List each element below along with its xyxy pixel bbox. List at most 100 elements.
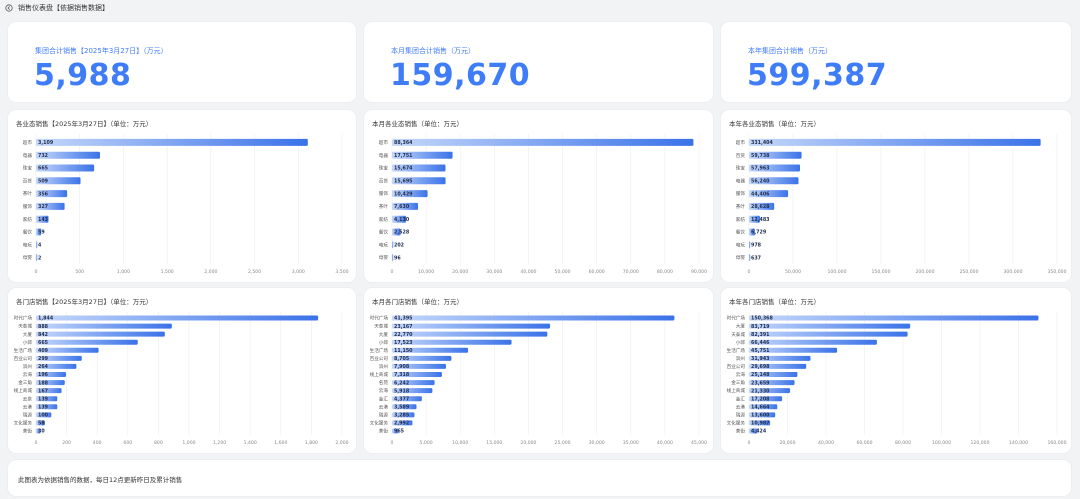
x-tick-label: 0 [35, 440, 38, 446]
back-icon[interactable] [4, 3, 14, 13]
bar[interactable] [749, 215, 760, 223]
category-label: 餐饮 [736, 229, 746, 236]
bar[interactable] [36, 151, 100, 159]
data-label: 139 [38, 404, 49, 410]
category-label: 生活广场 [727, 347, 746, 354]
chart-card-month-store: 本月各门店销售（单位：万元） 0 5,000 10,000 15,000 20,000 2… [364, 288, 713, 453]
category-label: 百业公司 [727, 363, 746, 370]
bar[interactable] [392, 228, 401, 236]
bar[interactable] [392, 190, 428, 198]
bar[interactable] [392, 323, 551, 329]
bar[interactable] [749, 228, 755, 236]
chart-title: 本月各门店销售（单位：万元） [372, 298, 463, 306]
bar[interactable] [36, 428, 41, 434]
format-year-chart: 0 50,000 100,000 150,000 200,000 250,000 300,0… [736, 134, 1067, 275]
bar[interactable] [749, 202, 775, 210]
bar[interactable] [749, 420, 771, 426]
bar[interactable] [392, 315, 675, 321]
bar[interactable] [392, 339, 512, 345]
category-label: 线上商城 [727, 387, 746, 394]
bar[interactable] [392, 347, 469, 353]
bar[interactable] [749, 363, 807, 369]
bar[interactable] [749, 323, 911, 329]
bar[interactable] [36, 404, 58, 410]
bar[interactable] [36, 323, 172, 329]
bar[interactable] [749, 404, 778, 410]
bar[interactable] [749, 396, 783, 402]
bar[interactable] [749, 315, 1039, 321]
category-label: 百货 [23, 177, 33, 184]
bar[interactable] [36, 371, 66, 378]
bar[interactable] [392, 404, 417, 410]
bar[interactable] [749, 347, 838, 353]
bar[interactable] [36, 355, 82, 361]
x-tick-label: 30,000 [589, 440, 605, 446]
data-label: 17,523 [394, 340, 413, 346]
bar[interactable] [392, 202, 419, 210]
bar[interactable] [392, 254, 394, 262]
bar[interactable] [36, 331, 165, 337]
bar[interactable] [36, 215, 49, 223]
bar[interactable] [392, 388, 433, 394]
bar[interactable] [36, 412, 52, 418]
bar[interactable] [36, 396, 58, 402]
bar[interactable] [36, 315, 319, 321]
bar[interactable] [392, 331, 548, 337]
bar[interactable] [36, 420, 45, 426]
x-tick-label: 250,000 [960, 269, 979, 275]
x-tick-label: 0 [35, 269, 38, 275]
category-label: 金汇 [379, 395, 389, 402]
bar[interactable] [36, 164, 95, 172]
x-tick-label: 50,000 [785, 269, 801, 275]
bar[interactable] [36, 339, 138, 345]
bar[interactable] [749, 371, 798, 378]
bar[interactable] [749, 254, 751, 262]
bar[interactable] [749, 241, 751, 249]
bar[interactable] [749, 190, 789, 198]
bar[interactable] [749, 138, 1041, 146]
data-label: 29,698 [751, 364, 770, 370]
bar[interactable] [392, 380, 435, 386]
bar[interactable] [392, 164, 446, 172]
bar[interactable] [392, 241, 394, 249]
bar[interactable] [749, 164, 801, 172]
category-label: 天泰城 [18, 323, 32, 330]
bar[interactable] [36, 254, 38, 262]
bar[interactable] [36, 177, 81, 185]
bar[interactable] [392, 371, 442, 378]
footnote-card: 此图表为依据销售的数据，每日12点更新昨日及累计销售 [8, 460, 1071, 496]
bar[interactable] [392, 355, 452, 361]
bar[interactable] [392, 420, 413, 426]
bar[interactable] [36, 138, 308, 146]
bar[interactable] [392, 138, 694, 146]
bar[interactable] [392, 215, 407, 223]
bar[interactable] [392, 363, 446, 369]
bar[interactable] [36, 363, 77, 369]
bar[interactable] [749, 331, 908, 337]
data-label: 13,600 [751, 413, 770, 419]
bar[interactable] [392, 412, 415, 418]
category-label: 云港 [379, 403, 389, 410]
bar[interactable] [749, 380, 795, 386]
bar[interactable] [36, 228, 42, 236]
bar[interactable] [36, 190, 68, 198]
bar[interactable] [392, 428, 399, 434]
category-label: 线上商城 [370, 371, 389, 378]
bar[interactable] [36, 380, 65, 386]
bar[interactable] [36, 202, 65, 210]
bar[interactable] [749, 355, 811, 361]
bar[interactable] [749, 177, 799, 185]
bar[interactable] [749, 428, 758, 434]
bar[interactable] [749, 388, 791, 394]
bar[interactable] [392, 177, 446, 185]
bar[interactable] [392, 151, 453, 159]
bar[interactable] [749, 339, 877, 345]
data-label: 10,987 [751, 421, 770, 427]
bar[interactable] [749, 151, 802, 159]
bar[interactable] [36, 388, 62, 394]
bar[interactable] [36, 347, 99, 353]
bar[interactable] [392, 396, 422, 402]
bar[interactable] [749, 412, 776, 418]
data-label: 637 [751, 255, 761, 261]
bar[interactable] [36, 241, 38, 249]
